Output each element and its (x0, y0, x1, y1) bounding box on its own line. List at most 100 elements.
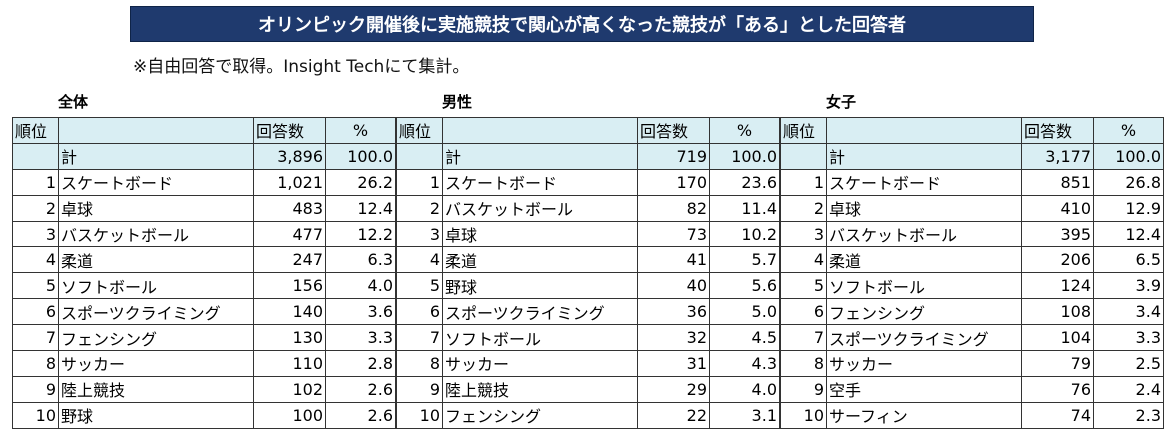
sport-name-cell: 柔道 (826, 246, 1022, 274)
source-note: ※自由回答で取得。Insight Techにて集計。 (133, 57, 470, 77)
rank-cell: 3 (780, 220, 827, 248)
rank-cell: 9 (396, 375, 443, 403)
count-cell: 140 (253, 298, 326, 326)
count-cell: 36 (637, 298, 710, 326)
table-block-overall: 全体 順位 回答数% 計 3,896 100.0 1 スケートボード 1,021 26.2 2 卓球 4… (12, 93, 396, 429)
header-name (826, 117, 1022, 144)
sport-name-cell: 柔道 (442, 246, 638, 274)
rank-cell: 8 (780, 350, 827, 377)
pct-cell: 3.9 (1093, 272, 1164, 300)
count-cell: 483 (253, 194, 326, 222)
pct-cell: 3.4 (1093, 298, 1164, 326)
sport-name-cell: サーフィン (826, 401, 1022, 429)
table-row: 6 スポーツクライミング 140 3.6 (12, 298, 396, 326)
sport-name-cell: フェンシング (58, 324, 254, 352)
total-count: 3,896 (253, 142, 326, 170)
table-row: 7 ソフトボール 32 4.5 (396, 324, 780, 352)
sport-name-cell: バスケットボール (826, 220, 1022, 248)
table-header-row: 順位 回答数% (396, 117, 780, 144)
table-row: 5 野球 40 5.6 (396, 272, 780, 300)
sport-name-cell: スケートボード (826, 168, 1022, 196)
sport-name-cell: スポーツクライミング (442, 298, 638, 326)
table-row: 3 卓球 73 10.2 (396, 220, 780, 248)
sport-name-cell: バスケットボール (58, 220, 254, 248)
rank-cell: 10 (12, 401, 59, 429)
header-name (442, 117, 638, 144)
pct-cell: 6.5 (1093, 246, 1164, 274)
pct-cell: 2.4 (1093, 375, 1164, 403)
rank-cell: 10 (780, 401, 827, 429)
count-cell: 156 (253, 272, 326, 300)
pct-cell: 4.3 (709, 350, 780, 377)
pct-cell: 26.8 (1093, 168, 1164, 196)
pct-cell: 11.4 (709, 194, 780, 222)
sport-name-cell: 野球 (442, 272, 638, 300)
total-pct: 100.0 (325, 142, 396, 170)
table-block-female: 女子 順位 回答数% 計 3,177 100.0 1 スケートボード 851 26.8 2 卓球 410… (780, 93, 1164, 429)
pct-cell: 5.6 (709, 272, 780, 300)
rank-cell: 2 (780, 194, 827, 222)
count-cell: 130 (253, 324, 326, 352)
count-cell: 29 (637, 375, 710, 403)
count-cell: 124 (1021, 272, 1094, 300)
count-cell: 247 (253, 246, 326, 274)
sport-name-cell: ソフトボール (826, 272, 1022, 300)
pct-cell: 3.3 (1093, 324, 1164, 352)
table-row: 8 サッカー 110 2.8 (12, 350, 396, 377)
rank-cell: 6 (396, 298, 443, 326)
table-row: 2 卓球 410 12.9 (780, 194, 1164, 222)
header-pct: % (325, 117, 396, 144)
sport-name-cell: ソフトボール (58, 272, 254, 300)
pct-cell: 2.3 (1093, 401, 1164, 429)
total-row: 計 719 100.0 (396, 142, 780, 170)
sport-name-cell: 卓球 (442, 220, 638, 248)
pct-cell: 12.4 (325, 194, 396, 222)
table-row: 6 スポーツクライミング 36 5.0 (396, 298, 780, 326)
page-title: オリンピック開催後に実施競技で関心が高くなった競技が「ある」とした回答者 (258, 15, 906, 36)
table-header-row: 順位 回答数% (780, 117, 1164, 144)
rank-cell: 3 (396, 220, 443, 248)
header-rank: 順位 (780, 117, 827, 144)
count-cell: 79 (1021, 350, 1094, 377)
total-label: 計 (58, 142, 254, 170)
pct-cell: 2.5 (1093, 350, 1164, 377)
pct-cell: 12.2 (325, 220, 396, 248)
rank-cell: 8 (12, 350, 59, 377)
sport-name-cell: スケートボード (58, 168, 254, 196)
pct-cell: 10.2 (709, 220, 780, 248)
rank-cell: 1 (780, 168, 827, 196)
count-cell: 73 (637, 220, 710, 248)
rank-cell: 6 (12, 298, 59, 326)
table-row: 3 バスケットボール 477 12.2 (12, 220, 396, 248)
total-row: 計 3,177 100.0 (780, 142, 1164, 170)
rank-cell: 2 (396, 194, 443, 222)
table-row: 1 スケートボード 170 23.6 (396, 168, 780, 196)
sport-name-cell: 柔道 (58, 246, 254, 274)
table-header-row: 順位 回答数% (12, 117, 396, 144)
pct-cell: 2.6 (325, 375, 396, 403)
rank-cell: 1 (12, 168, 59, 196)
rank-cell: 8 (396, 350, 443, 377)
count-cell: 40 (637, 272, 710, 300)
pct-cell: 12.4 (1093, 220, 1164, 248)
rank-cell: 3 (12, 220, 59, 248)
ranking-table-male: 順位 回答数% 計 719 100.0 1 スケートボード 170 23.6 2 バスケットボール 8… (396, 117, 780, 429)
header-pct: % (1093, 117, 1164, 144)
total-count: 719 (637, 142, 710, 170)
rank-cell: 5 (780, 272, 827, 300)
count-cell: 32 (637, 324, 710, 352)
ranking-table-overall: 順位 回答数% 計 3,896 100.0 1 スケートボード 1,021 26.2 2 卓球 483… (12, 117, 396, 429)
pct-cell: 26.2 (325, 168, 396, 196)
sport-name-cell: スポーツクライミング (826, 324, 1022, 352)
sport-name-cell: バスケットボール (442, 194, 638, 222)
table-row: 2 卓球 483 12.4 (12, 194, 396, 222)
count-cell: 110 (253, 350, 326, 377)
count-cell: 76 (1021, 375, 1094, 403)
table-row: 8 サッカー 79 2.5 (780, 350, 1164, 377)
page-title-banner: オリンピック開催後に実施競技で関心が高くなった競技が「ある」とした回答者 (130, 6, 1034, 42)
pct-cell: 23.6 (709, 168, 780, 196)
count-cell: 410 (1021, 194, 1094, 222)
header-rank: 順位 (396, 117, 443, 144)
table-row: 10 フェンシング 22 3.1 (396, 401, 780, 429)
count-cell: 82 (637, 194, 710, 222)
